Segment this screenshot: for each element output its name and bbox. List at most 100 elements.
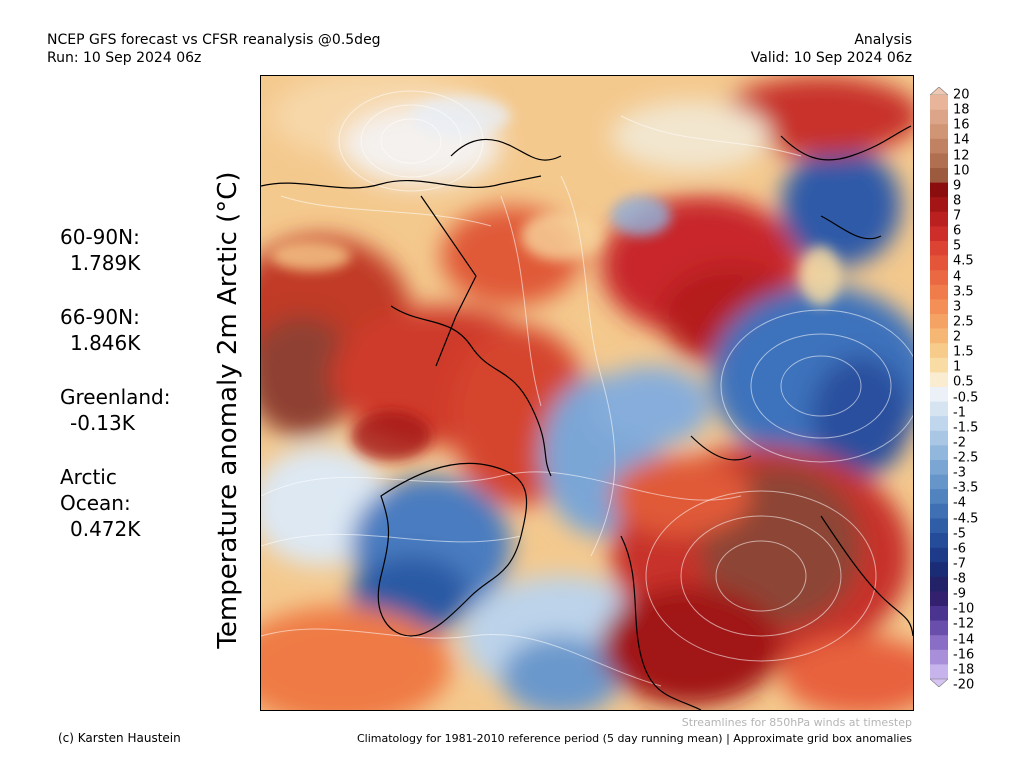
colorbar-label: 4.5 — [953, 253, 974, 269]
mode-label: Analysis — [854, 32, 912, 48]
colorbar-swatch — [930, 591, 948, 607]
stat-value: -0.13K — [70, 411, 135, 435]
coastlines — [261, 125, 913, 710]
colorbar-label: -18 — [953, 662, 975, 678]
colorbar-swatch — [930, 533, 948, 548]
colorbar-swatch — [930, 503, 948, 519]
colorbar-swatch — [930, 226, 948, 242]
colorbar-swatch — [930, 620, 948, 636]
colorbar-swatch — [930, 460, 948, 475]
colorbar-label: 20 — [953, 87, 970, 103]
colorbar-label: -7 — [953, 556, 966, 572]
colorbar — [930, 87, 948, 687]
colorbar-label: -2 — [953, 435, 966, 451]
colorbar-swatch — [930, 255, 948, 271]
stat-value: 1.846K — [70, 331, 141, 355]
chart-title: NCEP GFS forecast vs CFSR reanalysis @0.… — [47, 32, 381, 48]
colorbar-swatch — [930, 138, 948, 154]
colorbar-swatch — [930, 372, 948, 388]
colorbar-swatch — [930, 343, 948, 359]
colorbar-label: 8 — [953, 193, 962, 209]
colorbar-swatch — [930, 328, 948, 344]
colorbar-swatch — [930, 95, 948, 110]
colorbar-labels: 20 18 16 14 12 10 9 8 7 6 5 4.5 4 3.5 3 2.5 2 1.5 1 0.5 -0.5… — [953, 89, 1013, 692]
colorbar-label: -20 — [953, 677, 975, 693]
colorbar-label: -14 — [953, 632, 975, 648]
axis-label: Temperature anomaly 2m Arctic (°C) — [213, 171, 243, 649]
colorbar-swatch — [930, 241, 948, 256]
colorbar-swatch — [930, 562, 948, 578]
colorbar-label: 0.5 — [953, 374, 974, 390]
anomaly-map — [260, 75, 914, 711]
stat-greenland: Greenland: -0.13K — [60, 384, 171, 436]
colorbar-label: -1 — [953, 405, 966, 421]
stat-66-90n: 66-90N: 1.846K — [60, 304, 171, 356]
colorbar-label: 12 — [953, 148, 970, 163]
colorbar-swatch — [930, 197, 948, 213]
colorbar-label: -6 — [953, 541, 966, 557]
colorbar-label: 10 — [953, 163, 970, 179]
colorbar-swatch — [930, 518, 948, 534]
colorbar-swatch — [930, 299, 948, 315]
colorbar-label: -8 — [953, 571, 966, 587]
anomaly-map-svg — [261, 76, 913, 710]
colorbar-label: -3 — [953, 465, 966, 481]
colorbar-label: -2.5 — [953, 450, 979, 466]
colorbar-swatch — [930, 416, 948, 432]
climatology-note: Climatology for 1981-2010 reference peri… — [356, 732, 912, 745]
colorbar-swatch — [930, 124, 948, 140]
colorbar-swatch — [930, 153, 948, 169]
stat-value: 0.472K — [70, 517, 141, 541]
colorbar-label: 16 — [953, 117, 970, 133]
colorbar-label: 1 — [953, 359, 962, 375]
colorbar-swatch — [930, 314, 948, 329]
colorbar-swatch — [930, 635, 948, 651]
colorbar-swatch — [930, 284, 948, 300]
colorbar-label: -1.5 — [953, 420, 979, 436]
stat-label: 60-90N: — [60, 225, 140, 249]
stat-60-90n: 60-90N: 1.789K — [60, 224, 171, 276]
colorbar-swatch — [930, 474, 948, 490]
colorbar-swatch — [930, 576, 948, 592]
colorbar-label: 4 — [953, 269, 962, 285]
colorbar-label: -10 — [953, 601, 975, 617]
colorbar-swatch — [930, 489, 948, 505]
colorbar-swatch — [930, 109, 948, 125]
stat-arctic-ocean: Arctic Ocean: 0.472K — [60, 464, 171, 542]
streamlines — [261, 90, 913, 687]
colorbar-label: 3 — [953, 299, 962, 315]
anomaly-detail — [271, 96, 841, 461]
regional-stats: 60-90N: 1.789K 66-90N: 1.846K Greenland:… — [60, 224, 171, 570]
colorbar-swatch — [930, 445, 948, 461]
colorbar-label: -4 — [953, 495, 966, 511]
colorbar-label: 2.5 — [953, 314, 974, 330]
stat-label: Arctic Ocean: — [60, 465, 131, 515]
colorbar-label: 1.5 — [953, 344, 974, 360]
colorbar-swatch — [930, 387, 948, 402]
run-time: Run: 10 Sep 2024 06z — [47, 50, 202, 66]
colorbar-swatch — [930, 270, 948, 286]
stat-label: 66-90N: — [60, 305, 140, 329]
stat-value: 1.789K — [70, 251, 141, 275]
colorbar-swatch — [930, 401, 948, 417]
colorbar-label: 5 — [953, 238, 962, 254]
colorbar-label: 14 — [953, 132, 970, 148]
colorbar-swatch — [930, 182, 948, 198]
colorbar-label: -16 — [953, 647, 975, 663]
colorbar-label: 3.5 — [953, 284, 974, 300]
colorbar-label: 6 — [953, 223, 962, 239]
header-left: NCEP GFS forecast vs CFSR reanalysis @0.… — [47, 31, 381, 67]
colorbar-label: 18 — [953, 102, 970, 118]
colorbar-swatch — [930, 357, 948, 373]
colorbar-label: -5 — [953, 526, 966, 542]
colorbar-label: 7 — [953, 208, 962, 224]
colorbar-swatch — [930, 664, 948, 680]
colorbar-swatch — [930, 168, 948, 183]
colorbar-swatch — [930, 430, 948, 446]
credit: (c) Karsten Haustein — [58, 731, 181, 745]
colorbar-label: -0.5 — [953, 390, 979, 406]
valid-time: Valid: 10 Sep 2024 06z — [750, 50, 912, 66]
streamline-note: Streamlines for 850hPa winds at timestep — [681, 716, 912, 729]
colorbar-label: 2 — [953, 329, 962, 345]
colorbar-swatch — [930, 606, 948, 621]
